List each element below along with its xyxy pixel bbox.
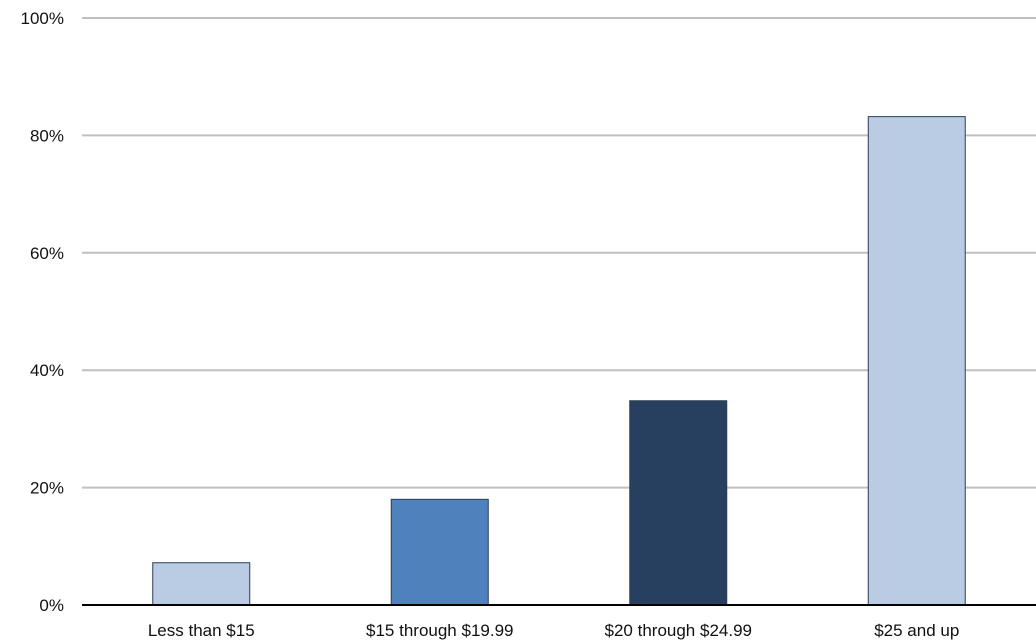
x-axis-categories: Less than $15 $15 through $19.99 $20 throu…	[148, 621, 959, 640]
x-category-label: Less than $15	[148, 621, 255, 640]
y-tick-label: 20%	[30, 479, 64, 498]
x-category-label: $25 and up	[874, 621, 959, 640]
y-tick-label: 40%	[30, 361, 64, 380]
y-tick-label: 80%	[30, 126, 64, 145]
y-tick-label: 0%	[39, 596, 64, 615]
bar	[152, 562, 251, 606]
y-axis-ticks: 0% 20% 40% 60% 80% 100%	[21, 9, 64, 615]
bar	[867, 116, 966, 606]
bars	[152, 116, 966, 606]
y-tick-label: 100%	[21, 9, 64, 28]
y-tick-label: 60%	[30, 244, 64, 263]
x-category-label: $15 through $19.99	[366, 621, 513, 640]
x-category-label: $20 through $24.99	[605, 621, 752, 640]
bar	[390, 498, 489, 606]
bar	[629, 400, 728, 606]
